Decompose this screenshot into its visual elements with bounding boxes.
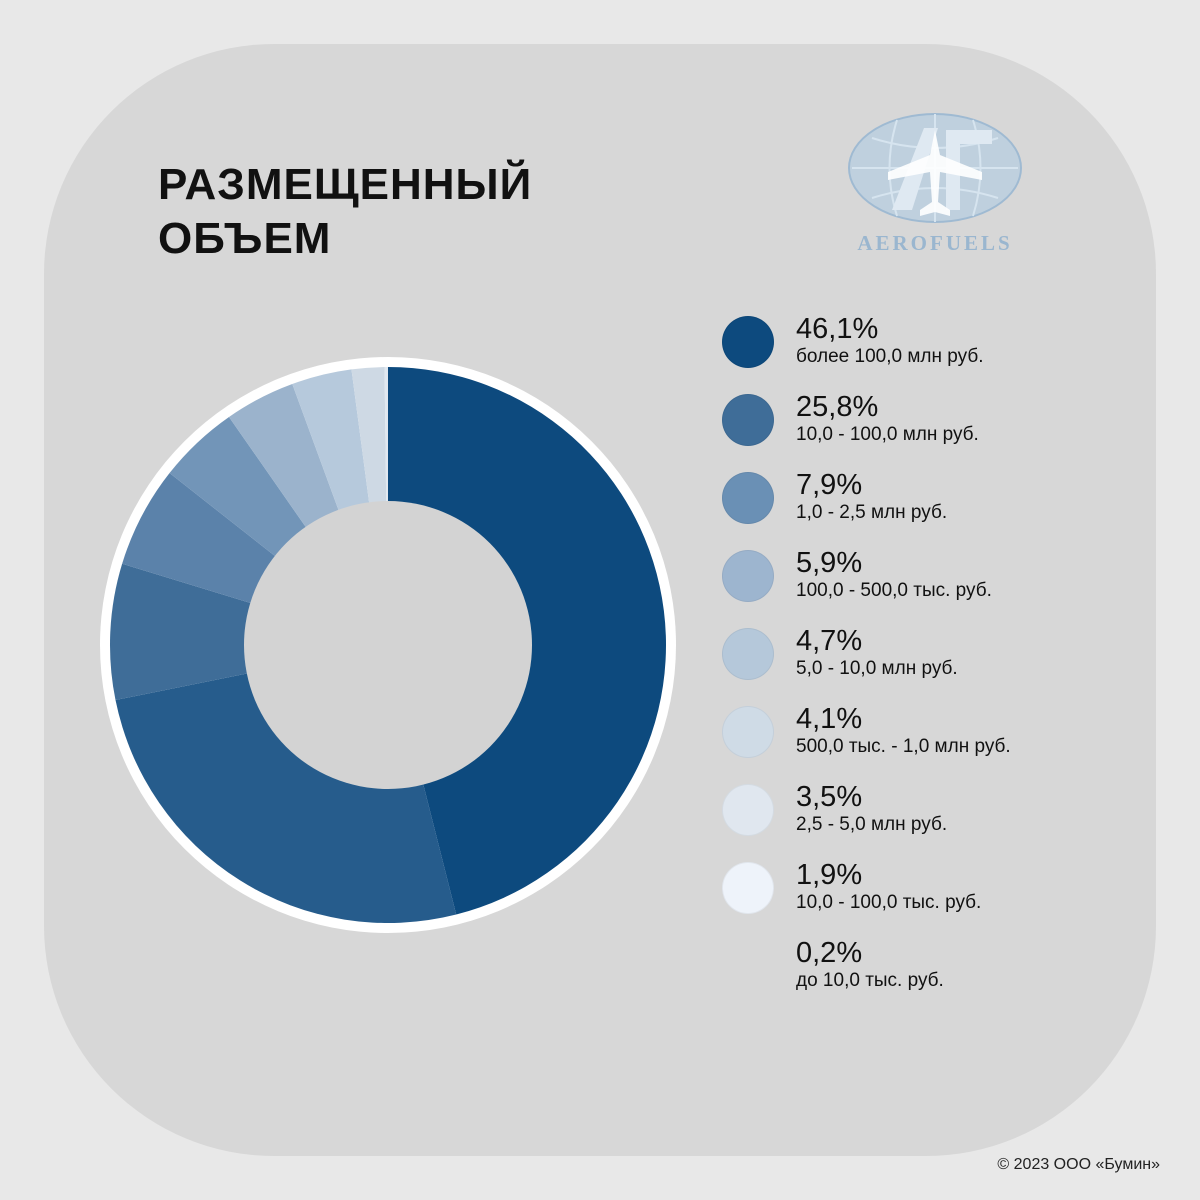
legend-percent: 46,1%	[796, 313, 879, 345]
legend-swatch	[722, 628, 774, 680]
chart-title: РАЗМЕЩЕННЫЙ ОБЪЕМ	[158, 160, 533, 263]
legend-percent: 5,9%	[796, 547, 863, 579]
legend-swatch	[722, 472, 774, 524]
donut-hole	[244, 501, 532, 789]
legend-label: 2,5 - 5,0 млн руб.	[796, 814, 948, 835]
legend-label: до 10,0 тыс. руб.	[796, 970, 944, 991]
legend-swatch	[722, 706, 774, 758]
legend-percent: 4,7%	[796, 625, 863, 657]
legend-percent: 25,8%	[796, 391, 879, 423]
legend-label: более 100,0 млн руб.	[796, 346, 984, 367]
legend-label: 100,0 - 500,0 тыс. руб.	[796, 580, 992, 601]
legend-swatch	[722, 784, 774, 836]
legend-swatch	[722, 862, 774, 914]
legend-label: 500,0 тыс. - 1,0 млн руб.	[796, 736, 1011, 757]
legend-label: 1,0 - 2,5 млн руб.	[796, 502, 948, 523]
legend-label: 5,0 - 10,0 млн руб.	[796, 658, 958, 679]
legend-percent: 7,9%	[796, 469, 863, 501]
legend-percent: 4,1%	[796, 703, 863, 735]
copyright: © 2023 ООО «Бумин»	[997, 1156, 1160, 1173]
legend-percent: 0,2%	[796, 937, 863, 969]
donut-chart	[100, 357, 676, 933]
legend-label: 10,0 - 100,0 тыс. руб.	[796, 892, 982, 913]
legend-swatch	[722, 316, 774, 368]
legend-swatch	[722, 394, 774, 446]
logo-text: AEROFUELS	[857, 231, 1012, 255]
legend-percent: 1,9%	[796, 859, 863, 891]
legend-label: 10,0 - 100,0 млн руб.	[796, 424, 979, 445]
legend-swatch	[722, 550, 774, 602]
legend-percent: 3,5%	[796, 781, 863, 813]
aerofuels-logo: AEROFUELS	[848, 113, 1022, 255]
